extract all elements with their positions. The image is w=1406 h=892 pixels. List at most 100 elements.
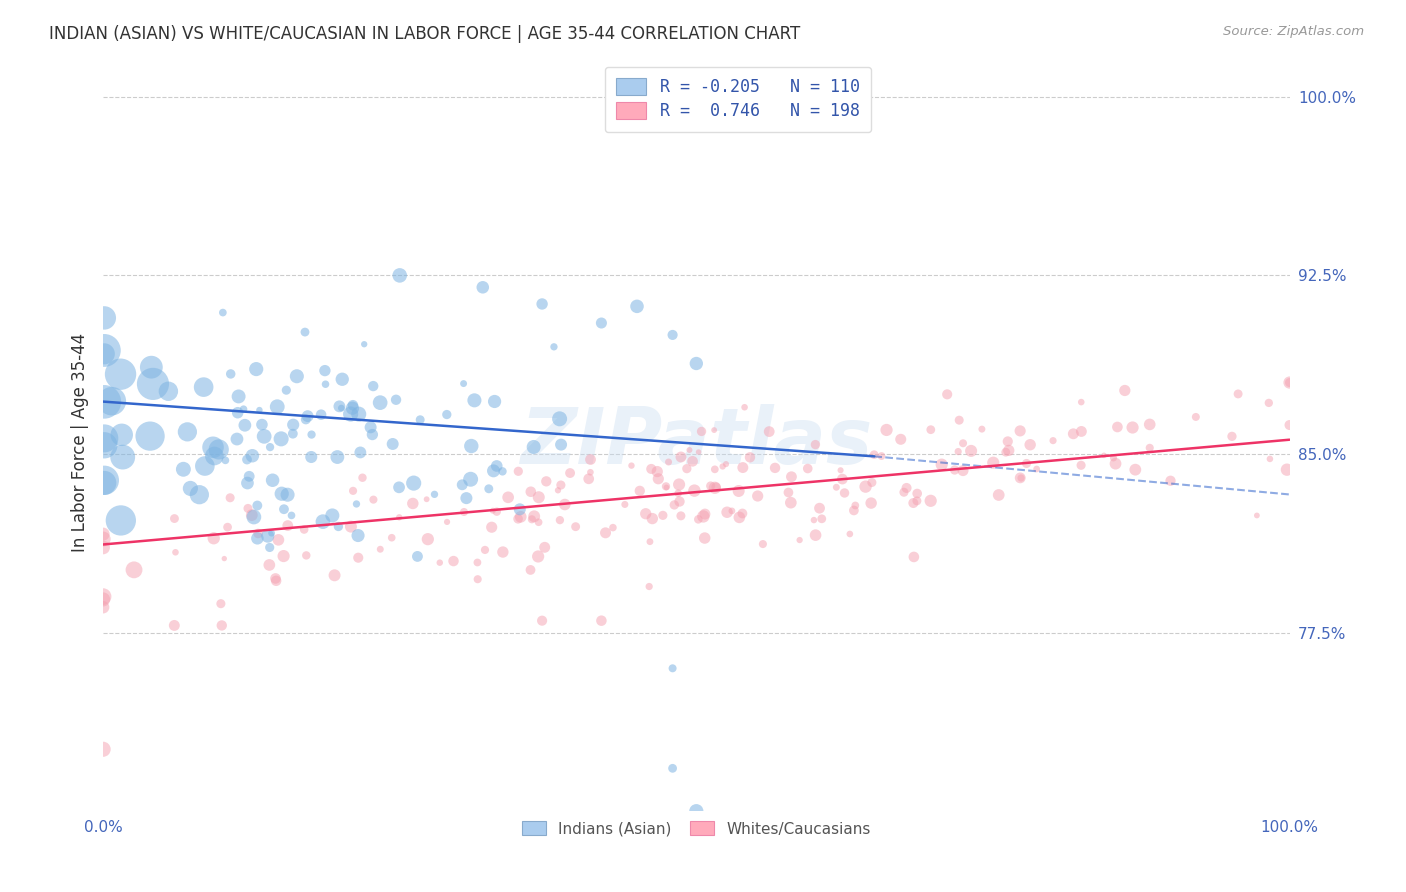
Point	[778, 485, 800, 500]
Point	[714, 457, 737, 471]
Point	[330, 401, 353, 415]
Point	[93, 431, 115, 445]
Point	[270, 432, 292, 446]
Point	[314, 363, 336, 377]
Point	[93, 473, 115, 487]
Point	[481, 520, 503, 534]
Point	[226, 406, 249, 420]
Point	[163, 618, 186, 632]
Point	[496, 491, 519, 505]
Point	[550, 478, 572, 492]
Point	[1160, 474, 1182, 488]
Point	[328, 400, 350, 414]
Point	[165, 545, 187, 559]
Point	[429, 556, 451, 570]
Point	[330, 372, 353, 386]
Point	[415, 492, 437, 507]
Point	[578, 472, 600, 486]
Point	[523, 509, 546, 524]
Text: Source: ZipAtlas.com: Source: ZipAtlas.com	[1223, 25, 1364, 38]
Point	[548, 513, 571, 527]
Point	[830, 463, 852, 477]
Point	[93, 394, 115, 409]
Point	[460, 439, 482, 453]
Point	[283, 417, 305, 432]
Point	[485, 505, 508, 519]
Point	[381, 437, 404, 451]
Point	[202, 449, 225, 463]
Point	[309, 408, 332, 422]
Point	[381, 531, 404, 545]
Point	[347, 407, 370, 421]
Point	[172, 462, 194, 476]
Point	[946, 444, 969, 458]
Point	[280, 508, 302, 523]
Point	[640, 462, 662, 476]
Point	[122, 563, 145, 577]
Point	[682, 454, 704, 468]
Point	[91, 590, 114, 604]
Point	[676, 461, 699, 475]
Point	[527, 490, 550, 504]
Point	[416, 532, 439, 546]
Point	[734, 401, 756, 415]
Point	[1102, 450, 1125, 465]
Point	[236, 452, 259, 467]
Point	[870, 449, 893, 463]
Point	[678, 442, 700, 457]
Point	[628, 483, 651, 498]
Point	[758, 425, 780, 439]
Point	[266, 400, 288, 414]
Point	[693, 531, 716, 545]
Point	[960, 443, 983, 458]
Point	[471, 280, 494, 294]
Point	[214, 453, 236, 467]
Point	[323, 568, 346, 582]
Point	[699, 479, 721, 493]
Point	[368, 542, 391, 557]
Point	[467, 556, 489, 570]
Point	[634, 507, 657, 521]
Point	[994, 445, 1017, 459]
Point	[157, 384, 180, 399]
Point	[527, 515, 550, 529]
Point	[547, 483, 569, 498]
Point	[388, 480, 411, 494]
Point	[808, 501, 831, 516]
Point	[270, 487, 292, 501]
Point	[259, 558, 281, 572]
Point	[256, 529, 278, 543]
Point	[997, 434, 1019, 449]
Point	[1278, 376, 1301, 390]
Point	[1246, 508, 1268, 523]
Point	[1227, 387, 1250, 401]
Point	[264, 571, 287, 585]
Point	[536, 475, 558, 489]
Point	[1092, 448, 1115, 462]
Point	[297, 409, 319, 424]
Point	[101, 394, 124, 409]
Point	[141, 360, 163, 375]
Point	[1139, 417, 1161, 432]
Point	[506, 512, 529, 526]
Point	[1220, 429, 1243, 443]
Point	[669, 508, 692, 523]
Point	[339, 407, 361, 421]
Point	[579, 465, 602, 479]
Point	[91, 600, 114, 615]
Point	[202, 440, 225, 454]
Point	[844, 499, 866, 513]
Point	[655, 479, 678, 493]
Point	[276, 383, 298, 397]
Point	[564, 519, 586, 533]
Point	[368, 395, 391, 409]
Point	[1025, 462, 1047, 476]
Point	[482, 504, 505, 518]
Legend: Indians (Asian), Whites/Caucasians: Indians (Asian), Whites/Caucasians	[515, 814, 879, 844]
Point	[738, 450, 761, 465]
Point	[752, 537, 775, 551]
Point	[533, 541, 555, 555]
Point	[388, 510, 411, 524]
Point	[952, 436, 974, 450]
Point	[93, 438, 115, 452]
